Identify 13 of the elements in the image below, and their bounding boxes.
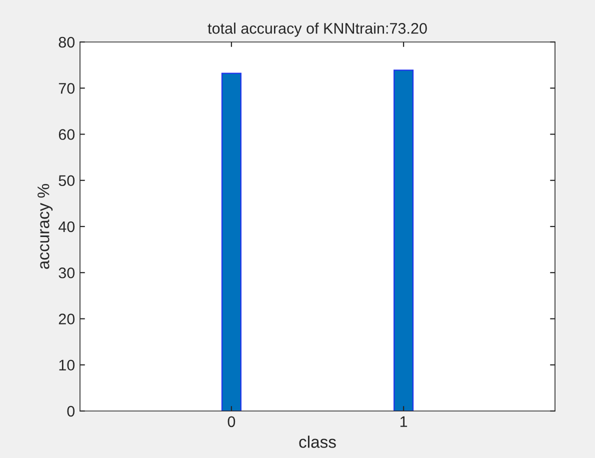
y-tick-label: 80	[58, 36, 75, 48]
y-tick-label: 10	[59, 360, 75, 371]
y-tick-label: 70	[58, 82, 75, 94]
y-tick-label: 60	[58, 129, 75, 140]
y-tick-label: 50	[58, 175, 75, 186]
chart-title: total accuracy of KNNtrain:73.20	[208, 22, 427, 37]
y-tick-label: 20	[58, 314, 75, 324]
y-axis-title: accuracy %	[38, 184, 53, 269]
y-tick-label: 0	[67, 406, 75, 417]
x-tick-label: 1	[400, 416, 408, 427]
y-tick-label: 30	[58, 267, 75, 278]
x-axis-title: class	[299, 436, 336, 448]
y-tick-label: 40	[58, 221, 75, 232]
